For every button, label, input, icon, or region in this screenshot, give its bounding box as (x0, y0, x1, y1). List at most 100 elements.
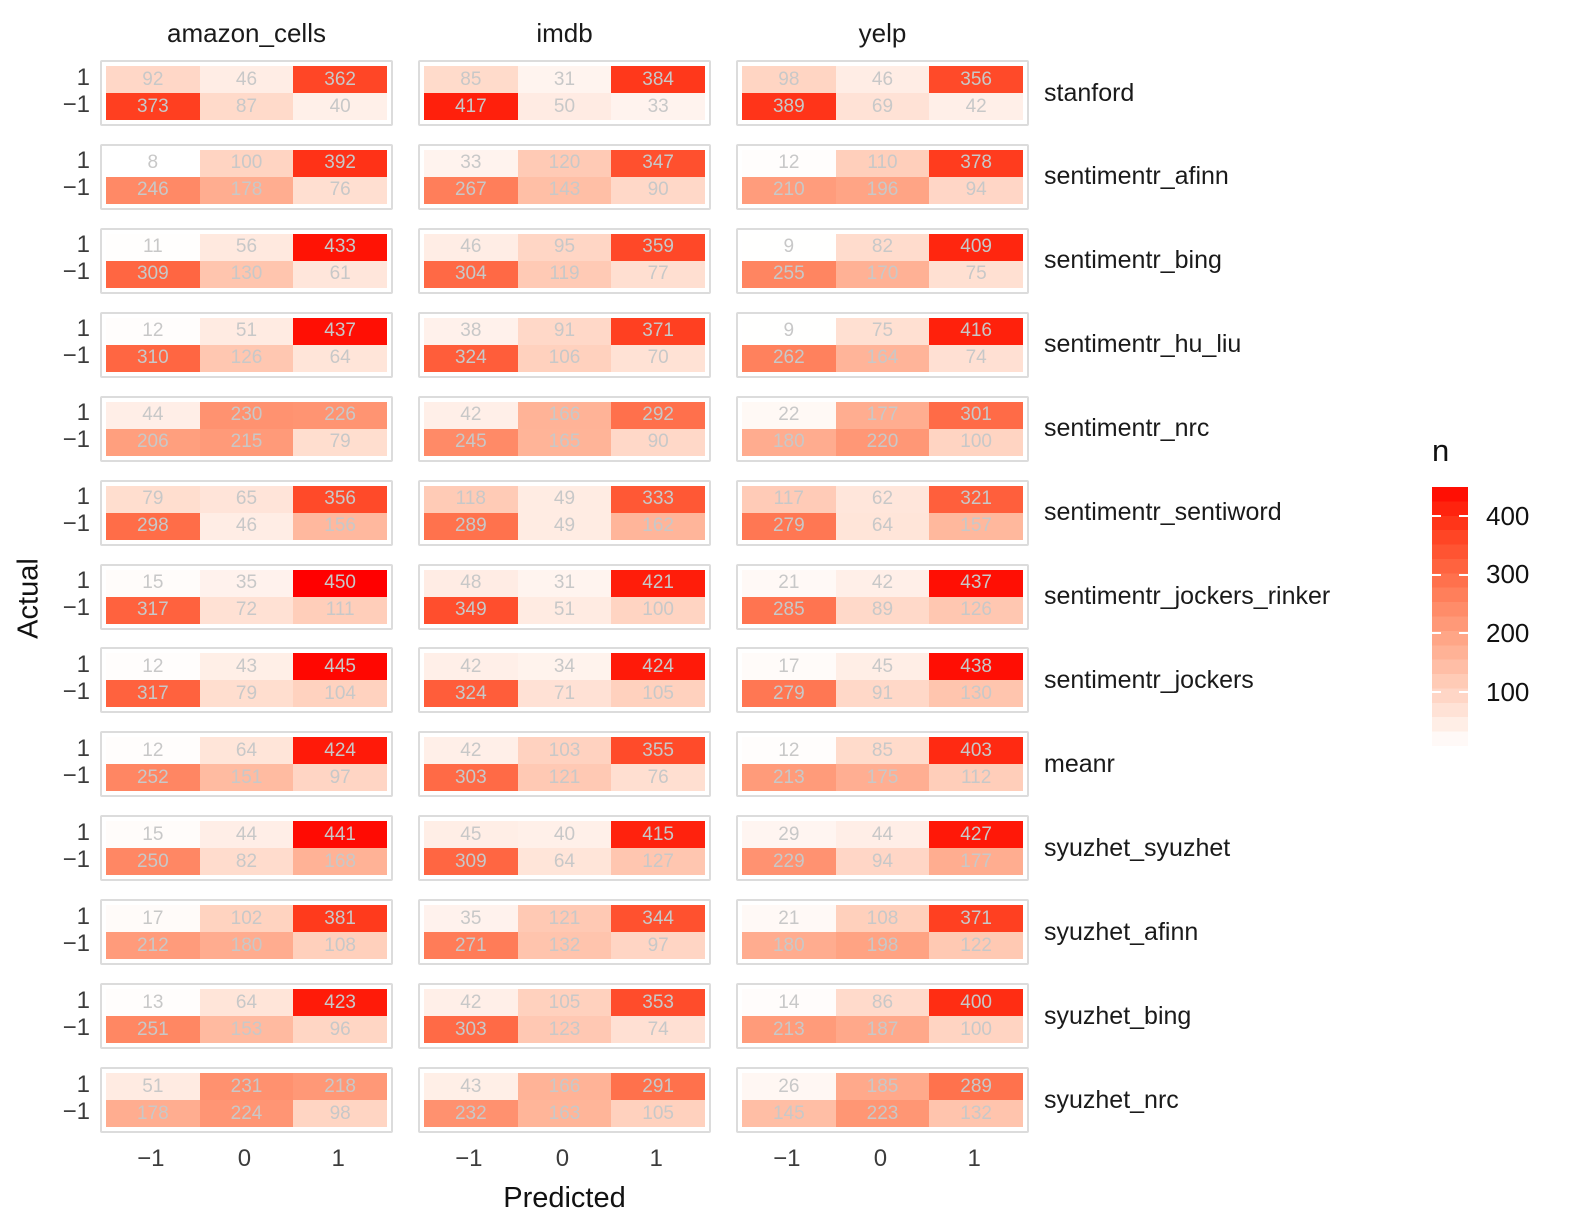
cell-value: 143 (548, 179, 581, 201)
cell-value: 292 (642, 404, 674, 426)
cell-value: 317 (136, 682, 169, 704)
cell-value: 344 (642, 907, 674, 929)
facet-row-label: sentimentr_hu_liu (1044, 330, 1242, 359)
heatmap-cell: 168 (293, 848, 387, 876)
heatmap-cell: 218 (293, 1073, 387, 1101)
cell-value: 349 (454, 599, 487, 621)
facet-panel: 42 105 353 303 123 74 (418, 983, 711, 1050)
heatmap-cell: 178 (199, 176, 294, 204)
x-tick-label: 0 (555, 1145, 570, 1173)
heatmap-cell: 437 (293, 317, 387, 345)
heatmap-cell: 15 (106, 569, 200, 597)
cell-value: 104 (324, 682, 356, 704)
cell-value: 178 (230, 179, 263, 201)
cell-value: 12 (778, 739, 800, 761)
heatmap-cell: 130 (929, 680, 1023, 708)
heatmap-cell: 180 (742, 428, 836, 456)
cell-value: 271 (454, 934, 487, 956)
cell-value: 162 (642, 515, 674, 537)
heatmap-cell: 82 (835, 233, 930, 261)
heatmap-cell: 108 (293, 932, 387, 960)
heatmap-cell: 355 (611, 737, 705, 765)
cell-value: 267 (454, 179, 487, 201)
y-tick-label: 1 (76, 399, 90, 427)
cell-value: 105 (548, 991, 581, 1013)
cell-value: 40 (553, 823, 576, 845)
heatmap-cell: 89 (835, 596, 930, 624)
cell-value: 226 (324, 404, 356, 426)
heatmap-cell: 215 (199, 428, 294, 456)
cell-value: 166 (548, 1075, 581, 1097)
cell-value: 119 (549, 263, 580, 285)
heatmap-cell: 416 (929, 317, 1023, 345)
heatmap-cell: 122 (929, 932, 1023, 960)
y-tick-label: 1 (76, 567, 90, 595)
heatmap-cell: 42 (424, 989, 518, 1017)
cell-value: 56 (235, 236, 258, 258)
y-tick-label: 1 (76, 315, 90, 343)
heatmap-cell: 105 (611, 1100, 705, 1128)
cell-value: 285 (772, 599, 805, 621)
cell-value: 279 (772, 515, 805, 537)
heatmap-cell: 177 (835, 401, 930, 429)
heatmap-cell: 384 (611, 66, 705, 93)
cell-value: 384 (642, 68, 674, 90)
cell-value: 317 (136, 599, 169, 621)
cell-value: 102 (230, 907, 263, 929)
heatmap-cell: 163 (517, 1100, 612, 1128)
cell-value: 17 (142, 907, 164, 929)
cell-value: 126 (960, 599, 992, 621)
heatmap-cell: 50 (517, 93, 612, 120)
cell-value: 163 (548, 1102, 581, 1124)
facet-panel: 12 85 403 213 175 112 (736, 731, 1029, 798)
cell-value: 79 (235, 682, 258, 704)
cell-value: 89 (871, 599, 894, 621)
cell-value: 168 (324, 850, 356, 872)
cell-value: 33 (647, 95, 669, 117)
heatmap-cell: 251 (106, 1016, 200, 1044)
cell-value: 353 (642, 991, 674, 1013)
heatmap-cell: 108 (835, 905, 930, 933)
heatmap-cell: 356 (929, 66, 1023, 93)
legend-tick-mark (1432, 691, 1441, 694)
cell-value: 64 (329, 347, 351, 369)
cell-value: 82 (871, 236, 894, 258)
heatmap-cell: 110 (835, 149, 930, 177)
heatmap-cell: 392 (293, 149, 387, 177)
heatmap-cell: 21 (742, 569, 836, 597)
facet-column-label: imdb (536, 18, 593, 48)
x-tick-label: 0 (237, 1145, 252, 1173)
facet-panel: 9 75 416 262 164 74 (736, 311, 1029, 378)
cell-value: 333 (642, 488, 674, 510)
heatmap-cell: 35 (424, 905, 518, 933)
heatmap-cell: 15 (106, 821, 200, 849)
cell-value: 91 (553, 320, 576, 342)
heatmap-cell: 9 (742, 317, 836, 345)
y-tick-label: −1 (62, 761, 90, 789)
cell-value: 421 (642, 572, 674, 594)
cell-value: 123 (548, 1018, 581, 1040)
cell-value: 87 (235, 95, 258, 117)
cell-value: 97 (647, 934, 669, 956)
heatmap-cell: 94 (835, 848, 930, 876)
facet-panel: 117 62 321 279 64 157 (736, 479, 1029, 546)
cell-value: 64 (871, 515, 894, 537)
cell-value: 40 (329, 95, 351, 117)
heatmap-cell: 100 (929, 428, 1023, 456)
cell-value: 427 (960, 823, 992, 845)
facet-row-label: sentimentr_bing (1044, 246, 1222, 275)
cell-value: 100 (960, 431, 992, 453)
facet-panel: 118 49 333 289 49 162 (418, 479, 711, 546)
heatmap-cell: 117 (742, 485, 836, 513)
heatmap-cell: 62 (835, 485, 930, 513)
heatmap-cell: 245 (424, 428, 518, 456)
legend-tick-mark (1459, 632, 1468, 635)
cell-value: 92 (142, 68, 164, 90)
heatmap-cell: 157 (929, 512, 1023, 540)
cell-value: 356 (960, 68, 992, 90)
cell-value: 96 (329, 1018, 351, 1040)
cell-value: 121 (548, 766, 581, 788)
y-tick-label: −1 (62, 1013, 90, 1041)
heatmap-cell: 35 (199, 569, 294, 597)
